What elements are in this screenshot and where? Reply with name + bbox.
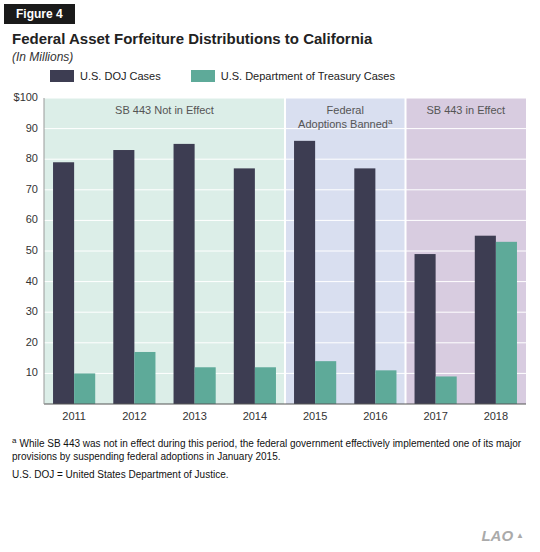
bar	[134, 352, 155, 404]
bar	[475, 236, 496, 404]
bars	[53, 141, 517, 404]
footnotes: aWhile SB 443 was not in effect during t…	[12, 434, 528, 486]
y-tick-label: 10	[26, 366, 38, 378]
watermark: LAO▲	[481, 527, 524, 544]
bar	[315, 361, 336, 404]
region-separator	[405, 98, 407, 404]
x-tick-label: 2014	[243, 410, 267, 422]
legend-swatch	[191, 70, 215, 82]
y-tick-label: 70	[26, 183, 38, 195]
legend-item: U.S. Department of Treasury Cases	[191, 70, 395, 82]
region-label: SB 443 Not in Effect	[115, 104, 214, 116]
x-axis-line	[44, 404, 526, 405]
y-tick-label: 50	[26, 244, 38, 256]
bar	[496, 242, 517, 404]
figure-label: Figure 4	[4, 4, 75, 24]
bar	[234, 168, 255, 404]
bar	[294, 141, 315, 404]
y-tick-label: 60	[26, 213, 38, 225]
watermark-text: ▲	[516, 531, 524, 540]
x-tick-label: 2018	[484, 410, 508, 422]
region-label: SB 443 in Effect	[426, 104, 505, 116]
y-tick-label: 20	[26, 336, 38, 348]
watermark-text: LAO	[481, 527, 513, 544]
bar	[174, 144, 195, 404]
y-tick-label: 90	[26, 122, 38, 134]
bar	[74, 373, 95, 404]
x-tick-label: 2012	[122, 410, 146, 422]
bar	[255, 367, 276, 404]
y-axis-line	[44, 98, 45, 404]
y-tick-label: 40	[26, 275, 38, 287]
y-tick-label: 30	[26, 305, 38, 317]
region-label-text: SB 443 in Effect	[426, 104, 505, 116]
x-tick-label: 2017	[423, 410, 447, 422]
footnote-marker: a	[12, 436, 16, 445]
y-tick-label: 80	[26, 152, 38, 164]
region-label-text: Adoptions Banned	[298, 118, 388, 130]
y-tick-label: $100	[14, 92, 38, 103]
legend: U.S. DOJ Cases U.S. Department of Treasur…	[50, 70, 395, 82]
bar	[415, 254, 436, 404]
footnote-text: U.S. DOJ = United States Department of J…	[12, 469, 228, 480]
footnote: U.S. DOJ = United States Department of J…	[12, 468, 528, 481]
region-label-text: Federal	[327, 104, 364, 116]
bar	[354, 168, 375, 404]
regions	[44, 98, 526, 404]
legend-label: U.S. Department of Treasury Cases	[221, 70, 395, 82]
x-tick-label: 2011	[62, 410, 86, 422]
bar	[195, 367, 216, 404]
chart: 10 20 30 40 50 60 70 80 90 $100 2011 2012 2013 2014 20…	[0, 92, 540, 428]
x-tick-label: 2015	[303, 410, 327, 422]
figure: Figure 4 Federal Asset Forfeiture Distrib…	[0, 0, 540, 552]
footnote: aWhile SB 443 was not in effect during t…	[12, 434, 528, 463]
bar	[53, 162, 74, 404]
region-separator	[284, 98, 286, 404]
region-label-superscript: a	[388, 117, 393, 126]
bar	[113, 150, 134, 404]
region-label-text: SB 443 Not in Effect	[115, 104, 214, 116]
bar	[375, 370, 396, 404]
x-tick-label: 2016	[363, 410, 387, 422]
region-label: Federal	[327, 104, 364, 116]
legend-swatch	[50, 70, 74, 82]
subtitle: (In Millions)	[12, 50, 73, 64]
bar	[436, 376, 457, 404]
legend-label: U.S. DOJ Cases	[80, 70, 161, 82]
footnote-text: While SB 443 was not in effect during th…	[12, 438, 521, 462]
region-label: Adoptions Banneda	[298, 117, 393, 130]
x-tick-label: 2013	[182, 410, 206, 422]
legend-item: U.S. DOJ Cases	[50, 70, 161, 82]
title: Federal Asset Forfeiture Distributions t…	[12, 30, 372, 47]
